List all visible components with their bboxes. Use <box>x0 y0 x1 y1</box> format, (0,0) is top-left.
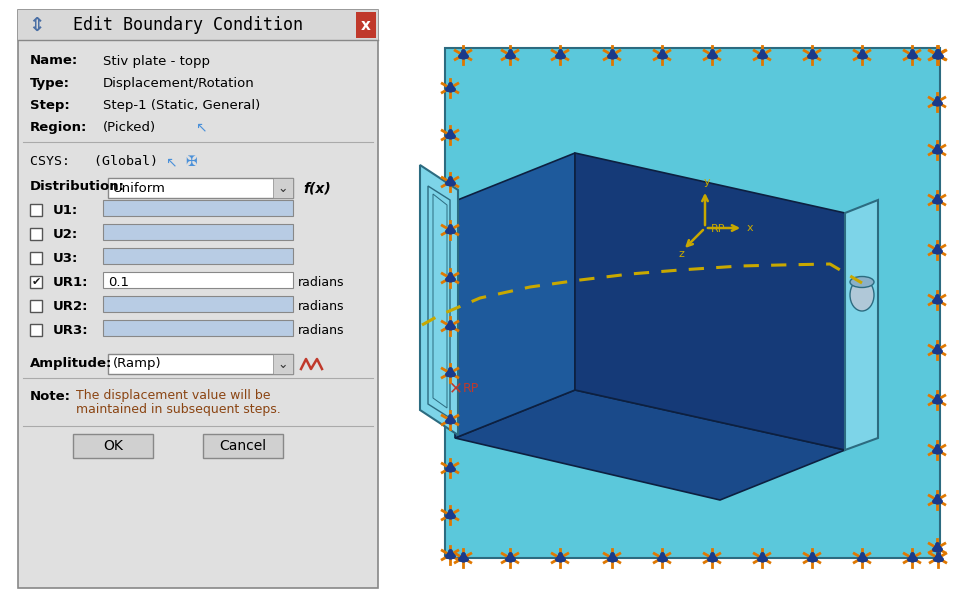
Text: ⌄: ⌄ <box>278 358 288 370</box>
Text: UR2:: UR2: <box>53 300 88 313</box>
Polygon shape <box>420 165 457 435</box>
Bar <box>356 12 376 38</box>
Text: Uniform: Uniform <box>112 182 165 195</box>
Text: ↖: ↖ <box>195 120 207 134</box>
Ellipse shape <box>850 277 874 288</box>
Bar <box>103 248 293 264</box>
Bar <box>18 10 378 588</box>
Text: maintained in subsequent steps.: maintained in subsequent steps. <box>76 404 281 416</box>
Polygon shape <box>575 153 844 450</box>
Bar <box>30 300 42 312</box>
Text: f(x): f(x) <box>303 181 331 195</box>
Bar <box>18 10 378 40</box>
Text: Distribution:: Distribution: <box>30 179 125 193</box>
Text: Step-1 (Static, General): Step-1 (Static, General) <box>103 98 260 111</box>
Text: RP: RP <box>462 381 479 395</box>
Bar <box>30 204 42 216</box>
Text: radians: radians <box>298 300 344 313</box>
Polygon shape <box>455 153 575 438</box>
Text: UR3:: UR3: <box>53 323 88 336</box>
Text: Cancel: Cancel <box>219 439 266 453</box>
Bar <box>30 324 42 336</box>
Text: U1:: U1: <box>53 204 78 216</box>
Text: radians: radians <box>298 323 344 336</box>
Bar <box>73 434 153 458</box>
Bar <box>203 434 283 458</box>
Bar <box>103 224 293 240</box>
Text: Displacement/Rotation: Displacement/Rotation <box>103 77 255 89</box>
Text: OK: OK <box>103 439 123 453</box>
Text: Note:: Note: <box>30 390 71 402</box>
Text: ✕: ✕ <box>449 379 462 397</box>
Text: Edit Boundary Condition: Edit Boundary Condition <box>73 16 303 34</box>
Text: Stiv plate - topp: Stiv plate - topp <box>103 55 209 67</box>
Text: Type:: Type: <box>30 77 70 89</box>
Text: UR1:: UR1: <box>53 275 88 289</box>
Text: (Picked): (Picked) <box>103 120 156 134</box>
Text: x: x <box>360 18 371 32</box>
Bar <box>103 272 293 288</box>
Bar <box>273 178 293 198</box>
Text: Step:: Step: <box>30 98 70 111</box>
Text: ⌄: ⌄ <box>278 182 288 195</box>
Text: x: x <box>747 223 752 233</box>
Text: ⇕: ⇕ <box>28 15 44 35</box>
Text: Amplitude:: Amplitude: <box>30 358 112 370</box>
Text: Region:: Region: <box>30 120 87 134</box>
Bar <box>389 0 961 608</box>
Text: (Ramp): (Ramp) <box>112 358 161 370</box>
Text: CSYS:   (Global): CSYS: (Global) <box>30 156 158 168</box>
Text: Name:: Name: <box>30 55 78 67</box>
Bar <box>30 252 42 264</box>
Bar <box>108 354 293 374</box>
Polygon shape <box>445 48 939 558</box>
Text: y: y <box>702 177 709 187</box>
Text: RP: RP <box>710 224 725 234</box>
Text: The displacement value will be: The displacement value will be <box>76 390 270 402</box>
Bar <box>103 200 293 216</box>
Text: z: z <box>678 249 684 259</box>
Text: 0.1: 0.1 <box>108 275 129 289</box>
Polygon shape <box>844 200 877 450</box>
Ellipse shape <box>850 279 874 311</box>
Text: ↖: ↖ <box>165 155 177 169</box>
Text: ✠: ✠ <box>185 155 196 169</box>
Bar <box>30 228 42 240</box>
Text: U2:: U2: <box>53 227 78 241</box>
Text: radians: radians <box>298 275 344 289</box>
Bar <box>103 320 293 336</box>
Text: U3:: U3: <box>53 252 78 264</box>
Polygon shape <box>455 390 844 500</box>
Bar <box>30 276 42 288</box>
Bar <box>108 178 293 198</box>
Bar <box>273 354 293 374</box>
Bar <box>103 296 293 312</box>
Text: ✔: ✔ <box>32 277 40 287</box>
